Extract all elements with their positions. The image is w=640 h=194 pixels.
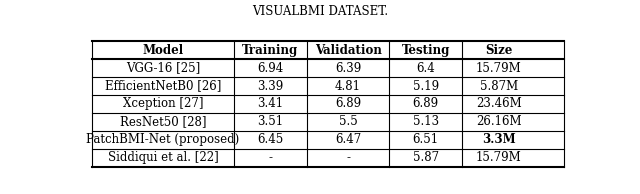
Text: 4.81: 4.81 bbox=[335, 80, 361, 93]
Text: -: - bbox=[268, 151, 272, 164]
Text: 5.19: 5.19 bbox=[413, 80, 439, 93]
Text: Xception [27]: Xception [27] bbox=[123, 97, 204, 110]
Text: Training: Training bbox=[242, 44, 298, 57]
Text: 3.39: 3.39 bbox=[257, 80, 284, 93]
Text: Siddiqui et al. [22]: Siddiqui et al. [22] bbox=[108, 151, 218, 164]
Text: 6.94: 6.94 bbox=[257, 61, 284, 75]
Text: 5.13: 5.13 bbox=[413, 115, 439, 128]
Text: EfficientNetB0 [26]: EfficientNetB0 [26] bbox=[105, 80, 221, 93]
Text: VISUALBMI DATASET.: VISUALBMI DATASET. bbox=[252, 5, 388, 18]
Text: 6.39: 6.39 bbox=[335, 61, 361, 75]
Text: Model: Model bbox=[143, 44, 184, 57]
Text: Testing: Testing bbox=[401, 44, 450, 57]
Text: PatchBMI-Net (proposed): PatchBMI-Net (proposed) bbox=[86, 133, 240, 146]
Text: 6.51: 6.51 bbox=[413, 133, 439, 146]
Text: VGG-16 [25]: VGG-16 [25] bbox=[126, 61, 200, 75]
Text: 23.46M: 23.46M bbox=[476, 97, 522, 110]
Text: 3.3M: 3.3M bbox=[482, 133, 516, 146]
Text: 6.4: 6.4 bbox=[417, 61, 435, 75]
Text: 5.87M: 5.87M bbox=[480, 80, 518, 93]
Text: 5.5: 5.5 bbox=[339, 115, 357, 128]
Text: 3.41: 3.41 bbox=[257, 97, 284, 110]
Text: 6.89: 6.89 bbox=[335, 97, 361, 110]
Text: 15.79M: 15.79M bbox=[476, 151, 522, 164]
Text: 6.45: 6.45 bbox=[257, 133, 284, 146]
Text: ResNet50 [28]: ResNet50 [28] bbox=[120, 115, 206, 128]
Text: -: - bbox=[346, 151, 350, 164]
Text: Size: Size bbox=[485, 44, 513, 57]
Text: Validation: Validation bbox=[315, 44, 381, 57]
Text: 15.79M: 15.79M bbox=[476, 61, 522, 75]
Text: 6.89: 6.89 bbox=[413, 97, 439, 110]
Text: 5.87: 5.87 bbox=[413, 151, 439, 164]
Text: 26.16M: 26.16M bbox=[476, 115, 522, 128]
Text: 6.47: 6.47 bbox=[335, 133, 361, 146]
Text: 3.51: 3.51 bbox=[257, 115, 284, 128]
